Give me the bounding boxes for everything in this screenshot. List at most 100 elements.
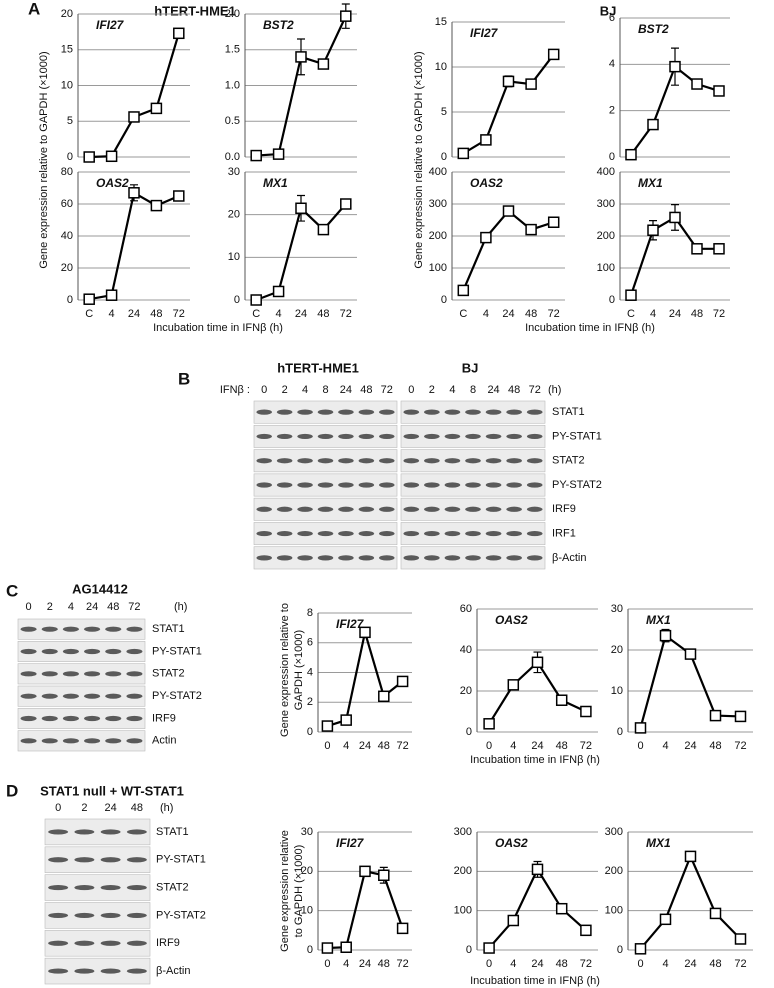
data-marker bbox=[321, 720, 334, 732]
y-tick-label: 300 bbox=[454, 826, 472, 838]
blot-row-label: PY-STAT2 bbox=[152, 690, 202, 702]
data-marker bbox=[502, 75, 515, 88]
blot-band bbox=[424, 409, 440, 415]
blot-band bbox=[20, 671, 37, 677]
y-tick-label: 20 bbox=[228, 209, 240, 221]
blot-row-label: β-Actin bbox=[552, 552, 586, 564]
blot-band bbox=[424, 506, 440, 512]
unit-label: (h) bbox=[160, 802, 173, 814]
data-marker bbox=[625, 289, 637, 301]
y-axis-label: Gene expression relative bbox=[279, 830, 291, 952]
blot-band bbox=[276, 433, 293, 440]
blot-band bbox=[485, 530, 502, 537]
blot-band bbox=[317, 482, 334, 488]
blot-band bbox=[338, 530, 354, 537]
x-tick-label: 24 bbox=[531, 958, 543, 970]
blot-band bbox=[256, 530, 272, 537]
data-marker bbox=[105, 289, 118, 301]
x-tick-label: 72 bbox=[548, 308, 560, 320]
panel-label: C bbox=[6, 581, 18, 600]
y-axis-label: Gene expression relative to bbox=[279, 603, 291, 737]
blot-band bbox=[444, 530, 461, 537]
x-tick-label: 4 bbox=[510, 740, 516, 752]
blot-band bbox=[506, 409, 522, 415]
blot-band bbox=[48, 884, 69, 891]
x-tick-label: 4 bbox=[483, 308, 489, 320]
blot-band bbox=[256, 482, 272, 488]
y-tick-label: 300 bbox=[597, 198, 615, 210]
data-marker bbox=[295, 51, 307, 63]
chart-title: IFI27 bbox=[336, 617, 365, 631]
y-tick-label: 100 bbox=[454, 905, 472, 917]
blot-band bbox=[41, 648, 58, 655]
y-tick-label: 400 bbox=[597, 166, 615, 178]
blot-band bbox=[48, 829, 69, 835]
chart-title: OAS2 bbox=[96, 176, 129, 190]
x-tick-label: 72 bbox=[734, 740, 746, 752]
x-axis-label: Incubation time in IFNβ (h) bbox=[153, 322, 283, 334]
blot-band bbox=[338, 433, 354, 440]
blot-band bbox=[41, 738, 58, 744]
y-tick-label: 200 bbox=[454, 865, 472, 877]
x-tick-label: 24 bbox=[502, 308, 514, 320]
blot-band bbox=[62, 693, 79, 699]
blot-band bbox=[297, 433, 313, 440]
data-marker bbox=[150, 199, 163, 212]
x-axis-label: Incubation time in IFNβ (h) bbox=[470, 754, 600, 766]
blot-row-label: STAT1 bbox=[156, 826, 189, 838]
blot-band bbox=[403, 409, 420, 415]
blot-band bbox=[506, 458, 522, 464]
blot-band bbox=[105, 715, 122, 722]
blot-band bbox=[403, 458, 420, 464]
blot-band bbox=[506, 530, 522, 537]
y-tick-label: 5 bbox=[441, 106, 447, 118]
blot-band bbox=[379, 458, 395, 464]
blot-band bbox=[84, 738, 101, 744]
x-tick-label: 48 bbox=[709, 958, 721, 970]
blot-band bbox=[84, 715, 101, 722]
y-tick-label: 6 bbox=[307, 637, 313, 649]
blot-row-label: PY-STAT1 bbox=[152, 645, 202, 657]
blot-row-label: IRF1 bbox=[552, 527, 576, 539]
blot-band bbox=[379, 482, 395, 488]
blot-title: AG14412 bbox=[72, 581, 128, 596]
data-marker bbox=[173, 190, 185, 202]
data-marker bbox=[580, 705, 592, 718]
x-tick-label: 4 bbox=[343, 740, 349, 752]
data-marker bbox=[295, 202, 307, 215]
lane-label: 0 bbox=[408, 384, 414, 396]
lane-label: 0 bbox=[261, 384, 267, 396]
y-tick-label: 20 bbox=[460, 685, 472, 697]
x-tick-label: 72 bbox=[340, 308, 352, 320]
y-tick-label: 5 bbox=[67, 115, 73, 127]
lane-label: 4 bbox=[68, 601, 74, 613]
y-tick-label: 20 bbox=[61, 8, 73, 20]
x-tick-label: 48 bbox=[556, 958, 568, 970]
blot-band bbox=[105, 626, 122, 632]
blot-band bbox=[84, 626, 101, 632]
blot-band bbox=[506, 506, 522, 512]
blot-band bbox=[41, 671, 58, 677]
y-tick-label: 400 bbox=[429, 166, 447, 178]
x-tick-label: 72 bbox=[173, 308, 185, 320]
y-tick-label: 6 bbox=[609, 12, 615, 24]
data-line bbox=[462, 53, 555, 155]
y-axis-label: GAPDH (×1000) bbox=[293, 630, 305, 710]
data-marker bbox=[378, 690, 390, 703]
x-tick-label: 0 bbox=[486, 958, 492, 970]
x-tick-label: 4 bbox=[662, 958, 668, 970]
blot-band bbox=[358, 482, 375, 488]
y-tick-label: 2 bbox=[307, 696, 313, 708]
data-marker bbox=[105, 150, 118, 163]
y-tick-label: 100 bbox=[597, 262, 615, 274]
blot-band bbox=[20, 693, 37, 699]
blot-band bbox=[403, 530, 420, 537]
blot-band bbox=[379, 530, 395, 537]
blot-band bbox=[317, 458, 334, 464]
data-marker bbox=[531, 656, 544, 669]
blot-band bbox=[358, 506, 375, 512]
blot-band bbox=[100, 940, 121, 946]
blot-band bbox=[48, 857, 69, 863]
blot-band bbox=[20, 648, 37, 655]
blot-band bbox=[526, 409, 543, 415]
